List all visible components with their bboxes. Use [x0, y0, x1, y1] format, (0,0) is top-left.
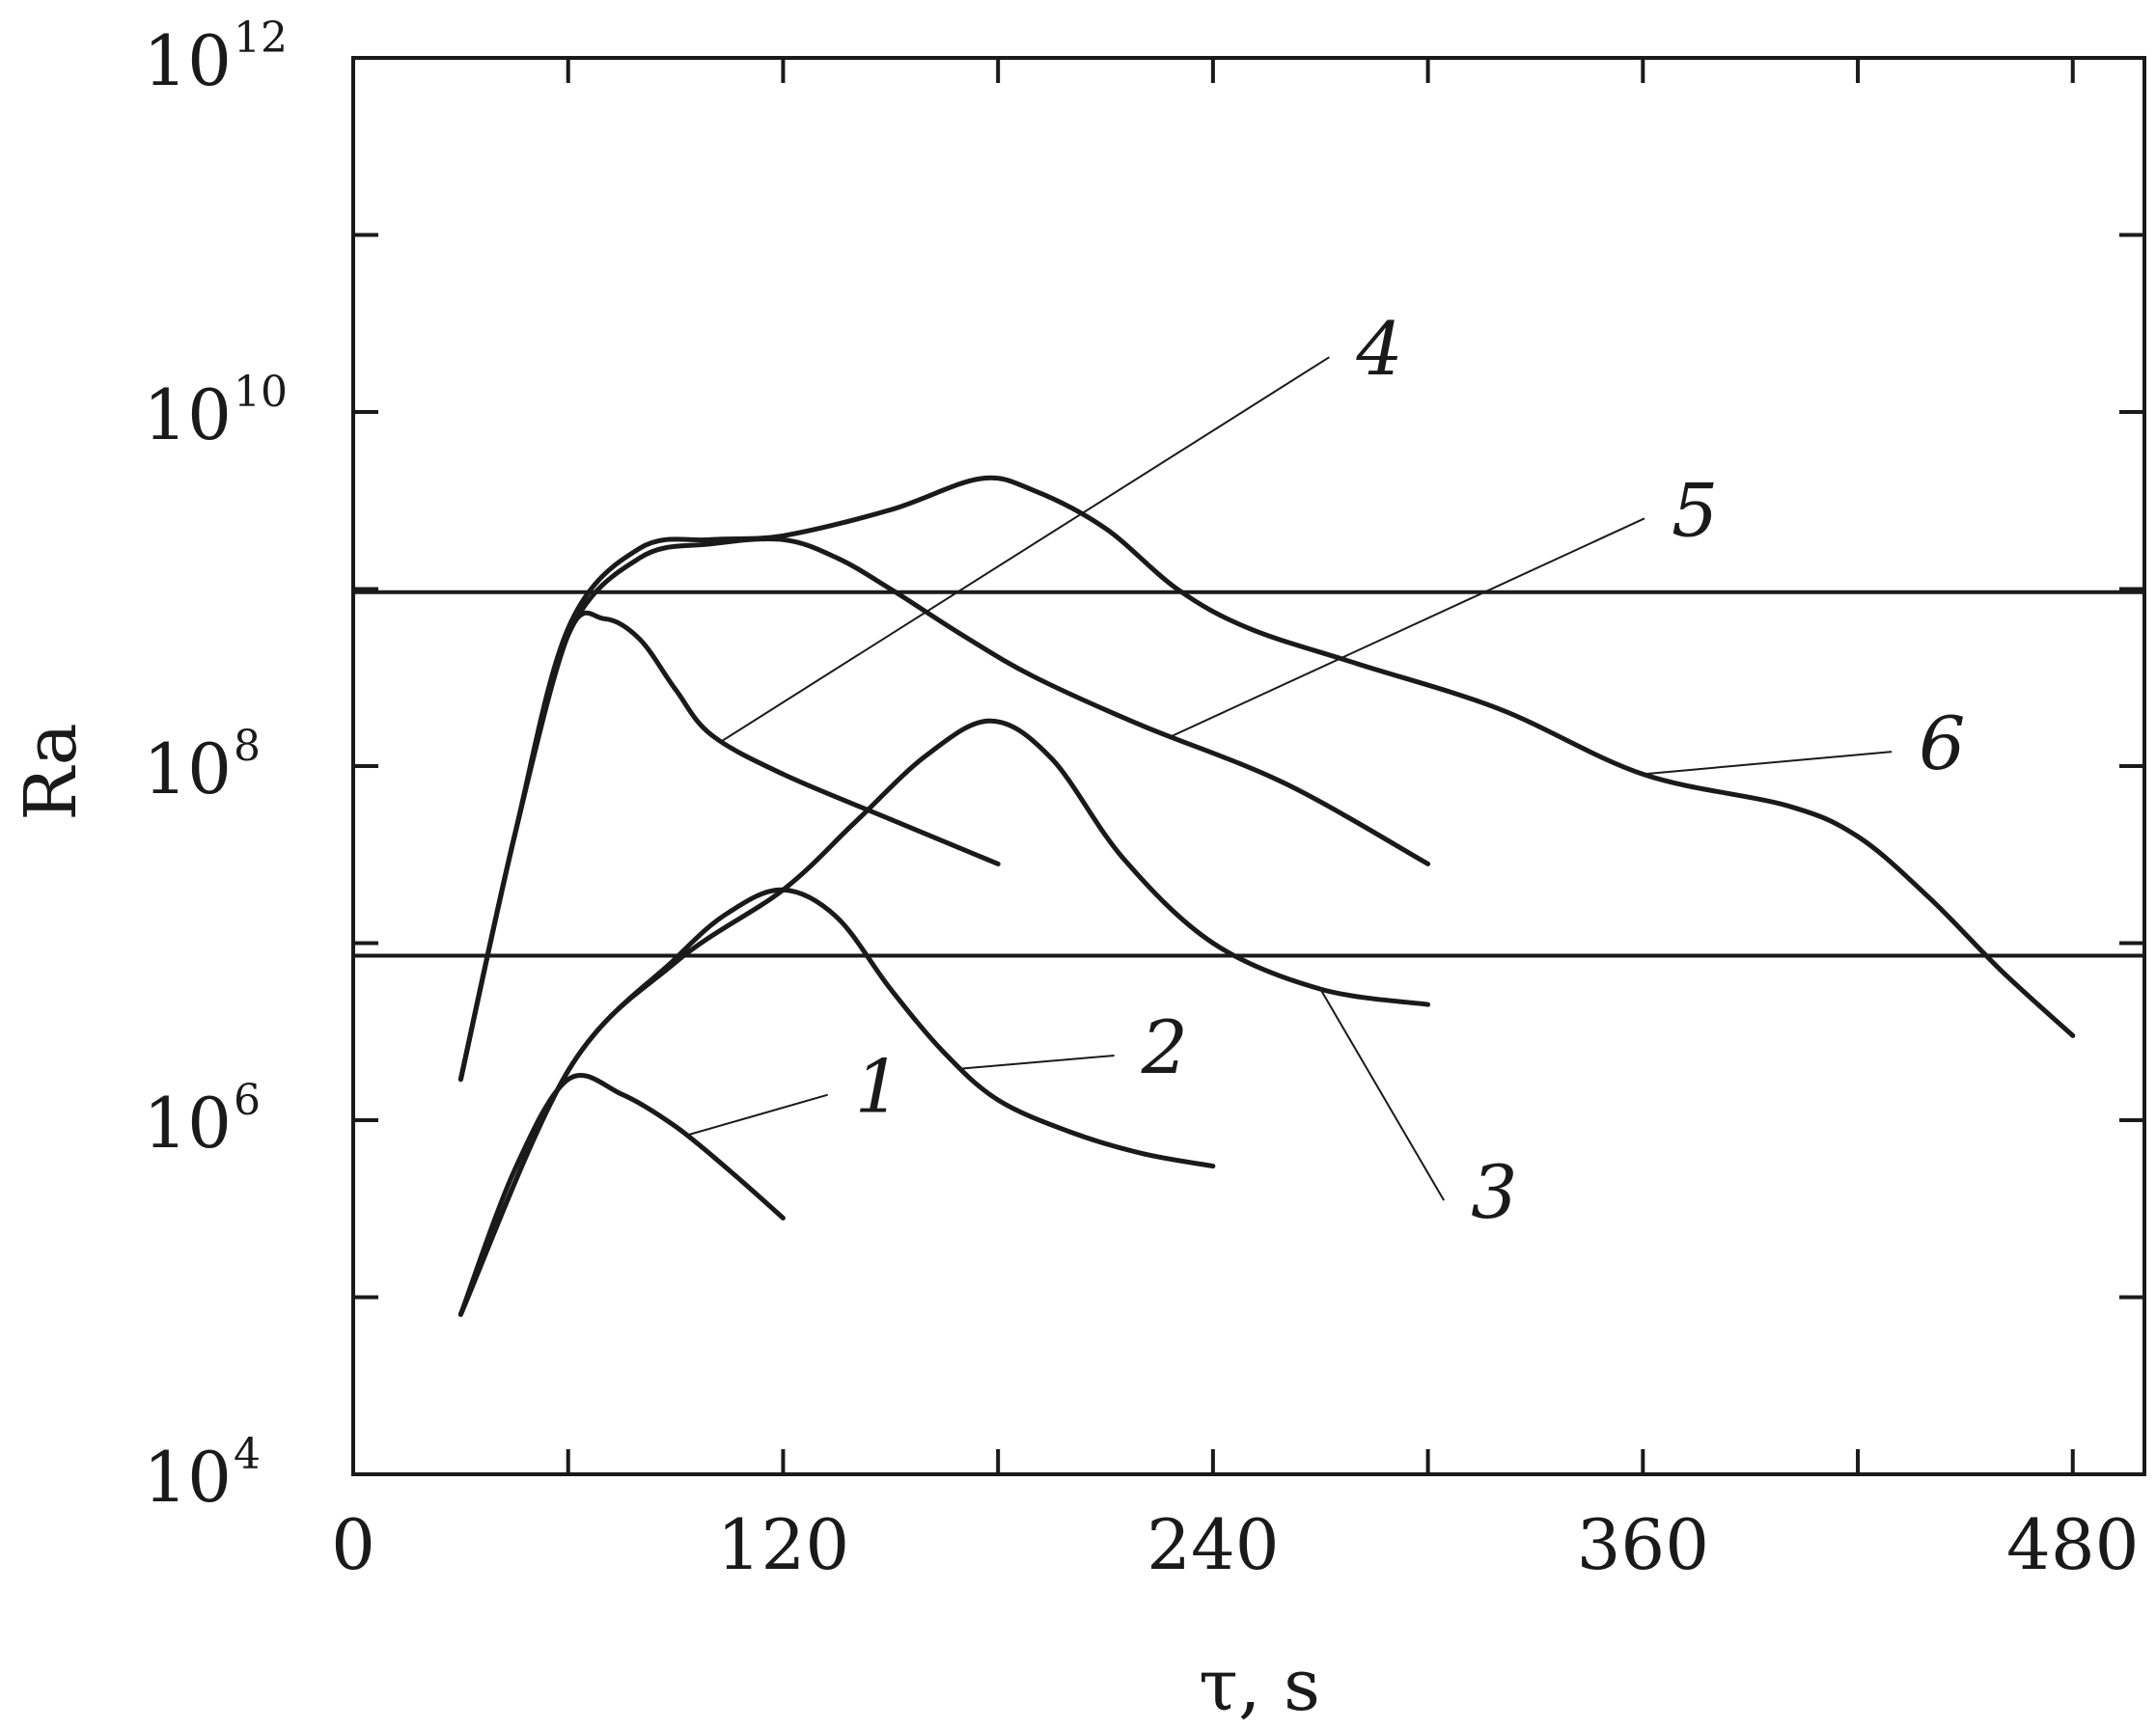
leader-2 — [961, 1054, 1115, 1070]
y-tick-base: 10 — [143, 20, 232, 101]
y-tick-label: 10 12 — [143, 14, 288, 101]
y-axis-title: Ra — [10, 723, 93, 821]
y-tick-label: 10 8 — [143, 722, 261, 810]
leader-5 — [1169, 517, 1645, 738]
x-axis-title: τ, s — [1199, 1644, 1320, 1727]
curve-leaders — [685, 356, 1893, 1201]
curve-3 — [457, 718, 1431, 1317]
curve-label-4: 4 — [1355, 306, 1402, 392]
curve-1 — [457, 1072, 786, 1317]
curve-label-2: 2 — [1141, 1004, 1188, 1090]
y-tick-exponent: 6 — [234, 1076, 261, 1125]
leader-1 — [685, 1093, 828, 1137]
x-tick-label: 0 — [331, 1504, 375, 1585]
leader-6 — [1643, 751, 1893, 776]
x-tick-label: 240 — [1147, 1504, 1279, 1585]
x-tick-labels: 0 120 240 360 480 — [331, 1504, 2139, 1585]
y-tick-base: 10 — [143, 374, 232, 455]
reference-lines — [353, 590, 2144, 958]
curve-label-1: 1 — [855, 1044, 901, 1130]
curve-label-6: 6 — [1919, 700, 1965, 786]
leader-4 — [721, 356, 1330, 742]
x-tick-label: 480 — [2006, 1504, 2139, 1585]
y-tick-exponent: 10 — [234, 368, 288, 417]
y-tick-exponent: 8 — [234, 722, 261, 771]
curve-number-labels: 1 2 3 4 5 6 — [855, 306, 1966, 1235]
y-tick-label: 10 10 — [143, 368, 288, 455]
curve-4 — [457, 610, 1001, 1083]
curve-label-5: 5 — [1672, 467, 1718, 553]
curve-label-3: 3 — [1471, 1149, 1517, 1235]
curves — [457, 475, 2076, 1317]
axis-ticks — [353, 58, 2144, 1474]
y-tick-base: 10 — [143, 1437, 232, 1518]
y-tick-base: 10 — [143, 1083, 232, 1164]
curve-2 — [457, 887, 1216, 1317]
y-tick-exponent: 4 — [234, 1430, 261, 1479]
x-tick-label: 120 — [717, 1504, 849, 1585]
y-tick-label: 10 6 — [143, 1076, 261, 1164]
leader-3 — [1319, 988, 1446, 1201]
x-tick-label: 360 — [1577, 1504, 1709, 1585]
y-tick-label: 10 4 — [143, 1430, 261, 1518]
y-tick-exponent: 12 — [234, 14, 288, 63]
curve-6 — [457, 475, 2076, 1083]
y-tick-base: 10 — [143, 728, 232, 810]
